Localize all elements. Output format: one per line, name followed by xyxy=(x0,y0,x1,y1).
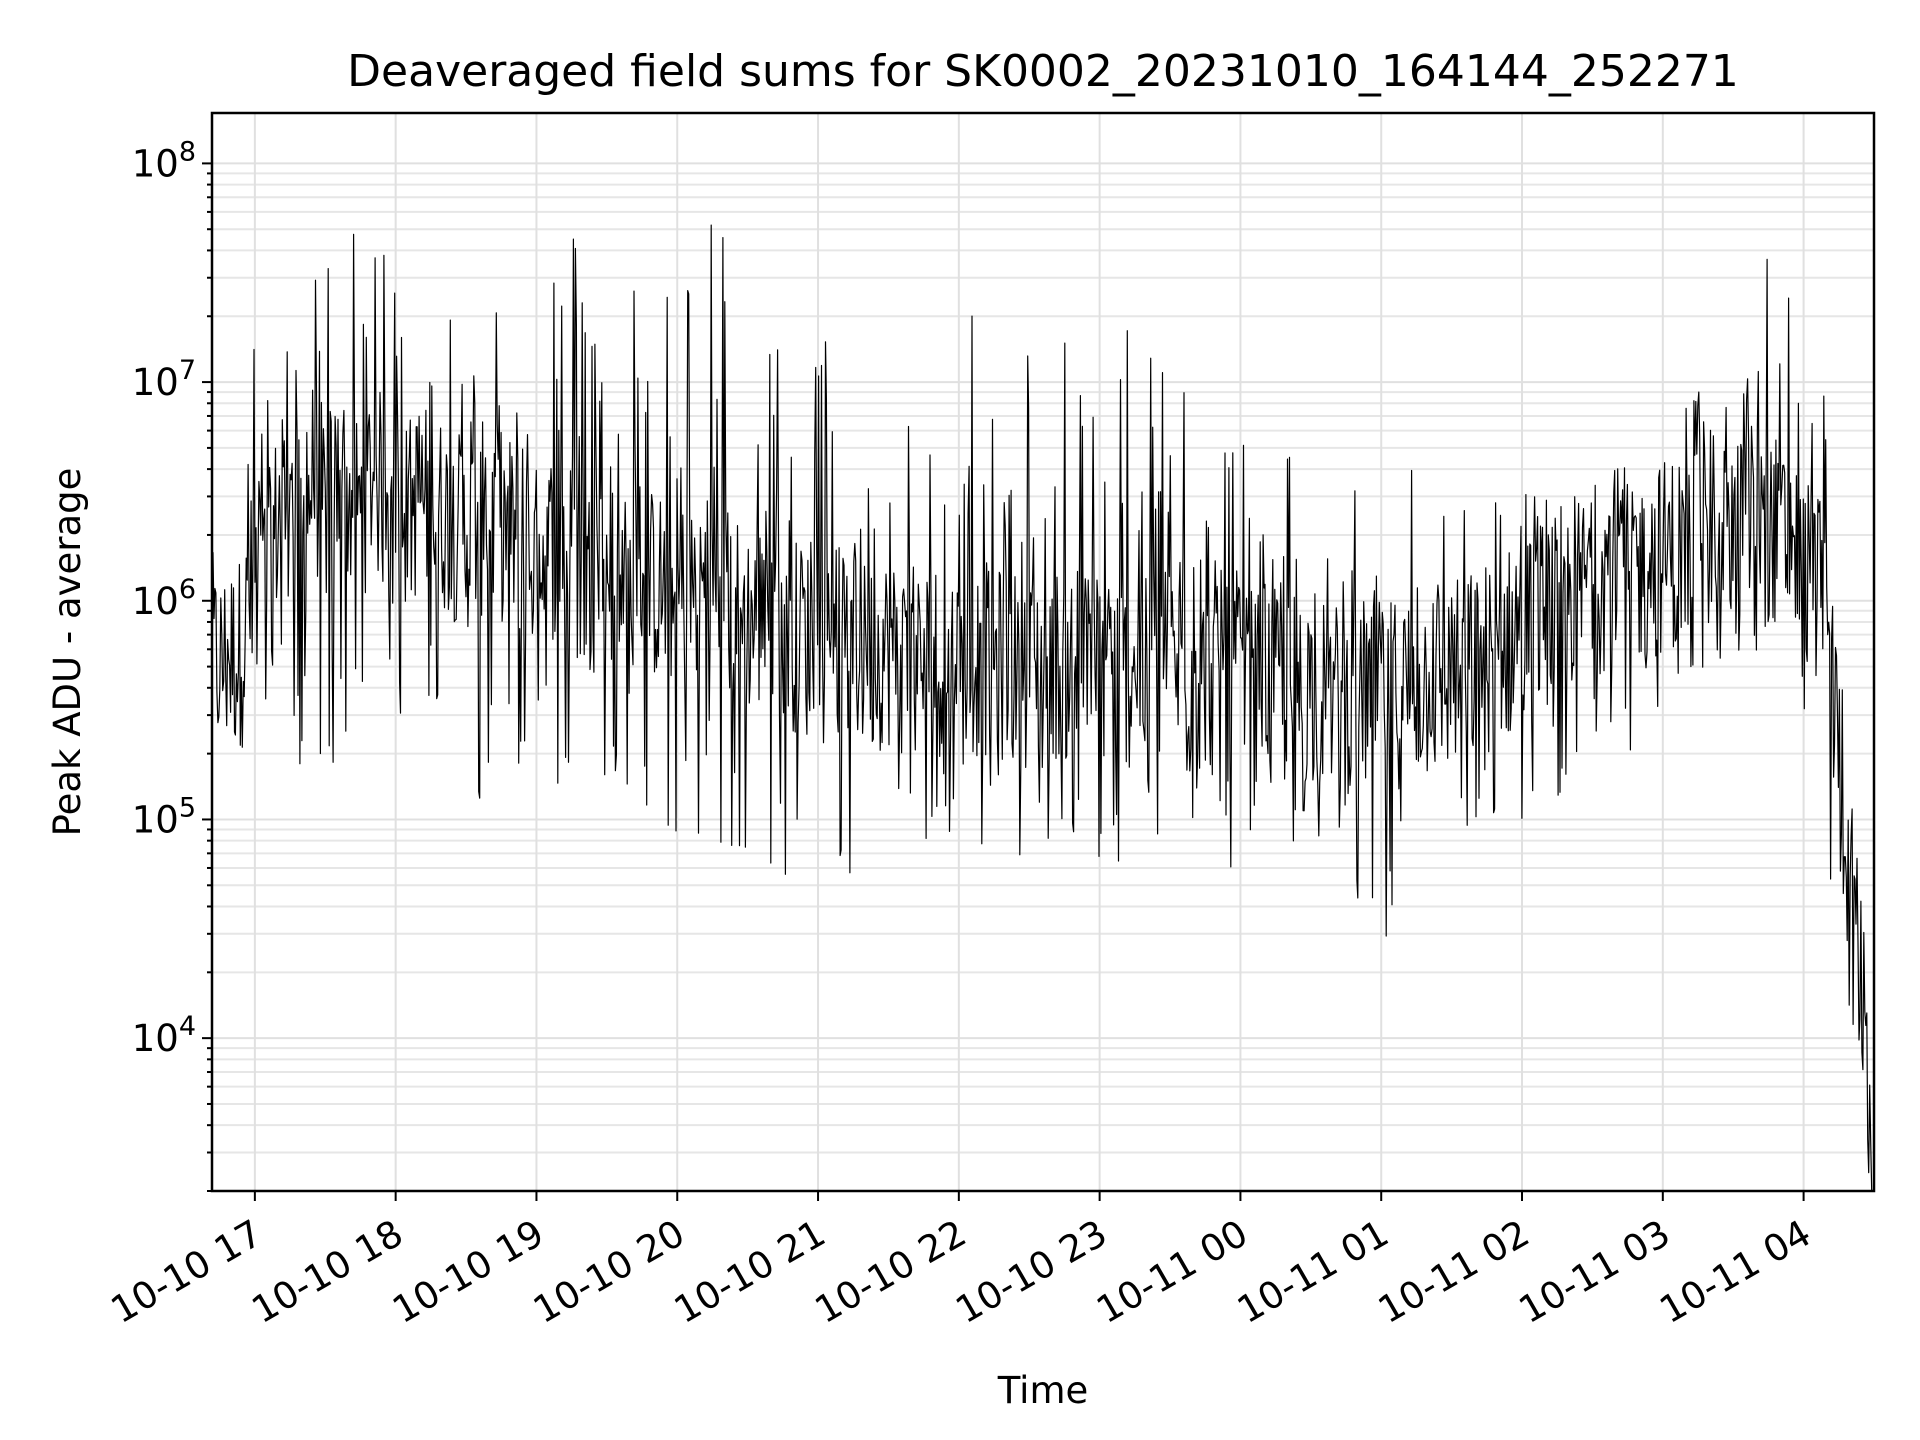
grid xyxy=(212,113,1874,1192)
chart-title: Deaveraged field sums for SK0002_2023101… xyxy=(347,46,1739,97)
y-tick-label: 107 xyxy=(132,355,196,404)
plot-frame xyxy=(210,111,1876,1193)
y-tick-label: 106 xyxy=(132,574,196,623)
x-axis-label: Time xyxy=(997,1369,1089,1412)
y-tick-label: 105 xyxy=(132,792,196,841)
series-line xyxy=(211,224,1873,1192)
y-tick-label: 108 xyxy=(132,136,196,185)
y-tick-label: 104 xyxy=(132,1011,196,1060)
y-axis: 104 105 106 107 108 xyxy=(132,136,212,1192)
y-axis-label: Peak ADU - average xyxy=(46,468,89,837)
series-layer xyxy=(211,224,1873,1192)
